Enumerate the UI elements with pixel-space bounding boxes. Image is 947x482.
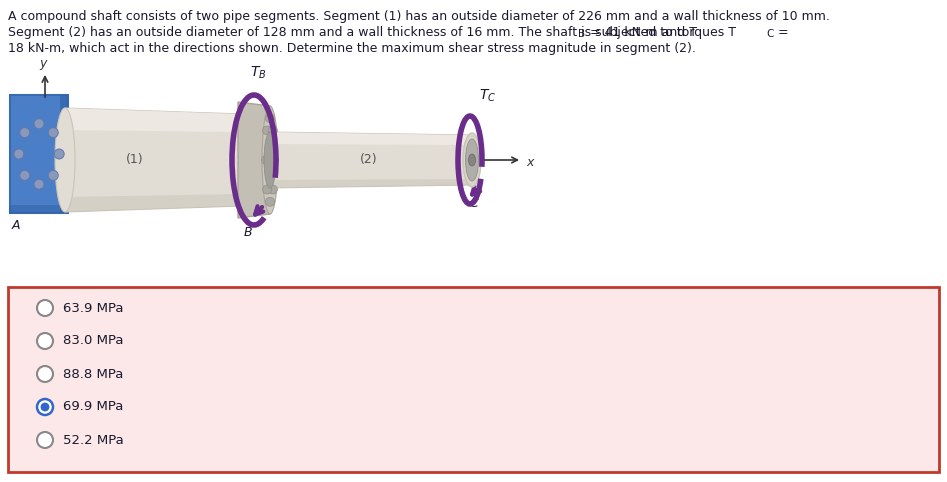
Text: B: B	[243, 226, 252, 239]
Circle shape	[268, 126, 277, 135]
Circle shape	[37, 432, 53, 448]
Text: (1): (1)	[126, 153, 144, 166]
Polygon shape	[10, 205, 68, 213]
Polygon shape	[60, 95, 68, 213]
Text: = 41 kN-m and T: = 41 kN-m and T	[586, 26, 697, 39]
Text: 88.8 MPa: 88.8 MPa	[63, 367, 123, 380]
Polygon shape	[266, 132, 472, 188]
Polygon shape	[65, 108, 242, 132]
Text: C: C	[470, 197, 478, 210]
Text: $T_B$: $T_B$	[250, 65, 266, 81]
Circle shape	[54, 149, 64, 159]
Circle shape	[34, 179, 44, 189]
Ellipse shape	[469, 154, 475, 166]
Circle shape	[262, 185, 272, 194]
Text: 18 kN-m, which act in the directions shown. Determine the maximum shear stress m: 18 kN-m, which act in the directions sho…	[8, 42, 696, 55]
Text: A compound shaft consists of two pipe segments. Segment (1) has an outside diame: A compound shaft consists of two pipe se…	[8, 10, 830, 23]
Circle shape	[37, 366, 53, 382]
Polygon shape	[266, 132, 472, 145]
Circle shape	[14, 149, 24, 159]
Text: x: x	[526, 156, 533, 169]
Circle shape	[265, 114, 275, 123]
FancyBboxPatch shape	[8, 287, 939, 472]
Text: y: y	[40, 57, 46, 70]
Polygon shape	[65, 108, 242, 212]
Circle shape	[261, 156, 271, 164]
Text: 83.0 MPa: 83.0 MPa	[63, 335, 123, 348]
FancyBboxPatch shape	[10, 95, 68, 213]
Circle shape	[265, 197, 275, 206]
Polygon shape	[238, 102, 270, 218]
Circle shape	[262, 126, 272, 135]
Text: $T_C$: $T_C$	[479, 88, 496, 104]
Text: Segment (2) has an outside diameter of 128 mm and a wall thickness of 16 mm. The: Segment (2) has an outside diameter of 1…	[8, 26, 736, 39]
Circle shape	[48, 170, 59, 180]
Text: B: B	[578, 29, 585, 39]
Text: 52.2 MPa: 52.2 MPa	[63, 433, 124, 446]
Circle shape	[20, 128, 29, 138]
Circle shape	[37, 333, 53, 349]
Ellipse shape	[463, 133, 481, 187]
Circle shape	[37, 300, 53, 316]
Circle shape	[20, 170, 29, 180]
Circle shape	[48, 128, 59, 138]
Ellipse shape	[264, 132, 276, 188]
Text: 69.9 MPa: 69.9 MPa	[63, 401, 123, 414]
Text: (2): (2)	[360, 153, 378, 166]
Polygon shape	[266, 179, 472, 188]
Circle shape	[37, 399, 53, 415]
Ellipse shape	[55, 108, 75, 212]
Text: C: C	[766, 29, 774, 39]
Text: =: =	[774, 26, 789, 39]
Circle shape	[268, 185, 277, 194]
Circle shape	[41, 402, 49, 412]
Circle shape	[34, 119, 44, 129]
Circle shape	[270, 156, 278, 164]
Polygon shape	[65, 194, 242, 212]
Text: 63.9 MPa: 63.9 MPa	[63, 302, 123, 314]
Text: A: A	[12, 219, 21, 232]
Ellipse shape	[262, 106, 278, 214]
Ellipse shape	[466, 139, 478, 181]
